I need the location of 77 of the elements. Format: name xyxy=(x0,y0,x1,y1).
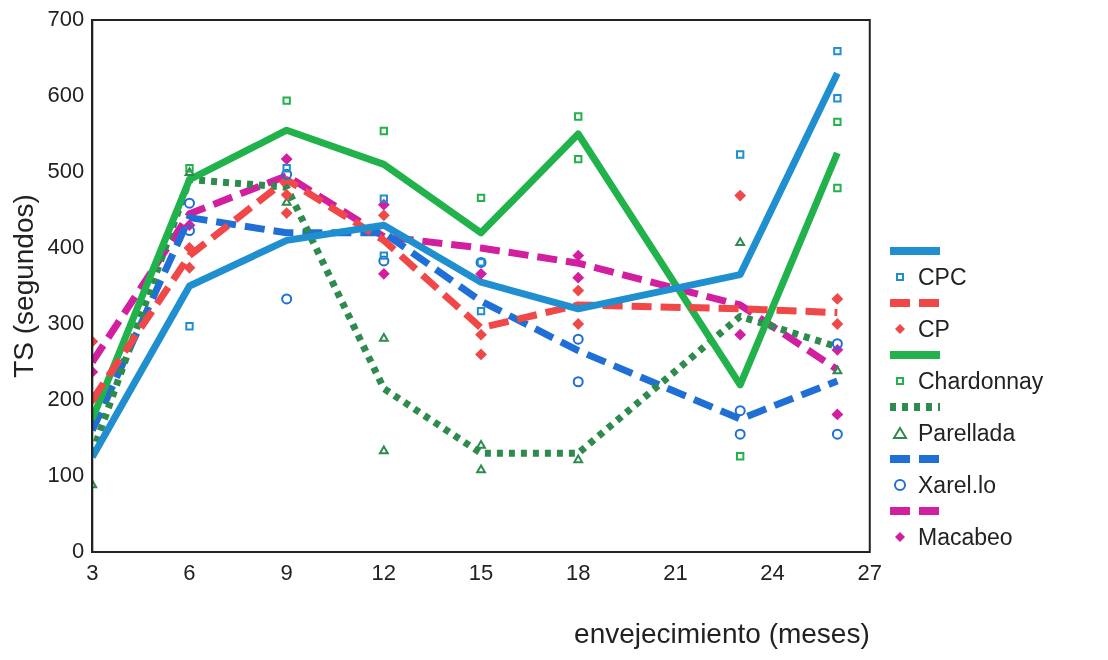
point xyxy=(572,318,584,330)
y-tick-label: 100 xyxy=(47,462,85,488)
x-tick-label: 3 xyxy=(86,560,99,586)
point xyxy=(831,318,843,330)
point xyxy=(572,333,584,345)
point xyxy=(573,454,584,464)
x-tick-label: 27 xyxy=(857,560,883,586)
point xyxy=(572,285,584,297)
point xyxy=(574,154,583,164)
point xyxy=(379,251,389,260)
point xyxy=(378,209,390,221)
x-tick-label: 24 xyxy=(760,560,785,586)
point xyxy=(572,272,584,284)
x-tick-label: 15 xyxy=(468,560,494,586)
point xyxy=(378,332,389,342)
legend-label: Xarel.lo xyxy=(918,471,996,499)
point xyxy=(734,190,746,202)
point xyxy=(831,338,843,350)
point xyxy=(735,237,746,246)
x-tick-label: 9 xyxy=(280,560,293,586)
point xyxy=(475,329,487,341)
point xyxy=(476,440,486,449)
point xyxy=(282,96,291,105)
x-tick-label: 12 xyxy=(371,560,397,586)
point xyxy=(736,452,745,461)
point xyxy=(475,268,487,280)
point xyxy=(378,268,390,280)
point xyxy=(183,197,195,209)
point xyxy=(734,428,746,440)
x-tick-label: 18 xyxy=(565,560,591,586)
point xyxy=(476,464,486,474)
y-tick-label: 300 xyxy=(47,310,85,336)
legend-label: Parellada xyxy=(918,419,1016,447)
point xyxy=(734,329,746,341)
x-axis-title: envejecimiento (meses) xyxy=(574,617,870,649)
point xyxy=(281,207,293,219)
point xyxy=(475,348,487,360)
point xyxy=(833,117,842,127)
point xyxy=(379,194,389,203)
y-tick-label: 400 xyxy=(47,234,85,260)
point xyxy=(831,293,843,305)
point xyxy=(185,322,194,331)
point xyxy=(183,262,195,274)
x-tick-label: 6 xyxy=(183,560,196,586)
x-tick-label: 21 xyxy=(663,560,688,586)
legend-label: CP xyxy=(918,315,950,343)
legend-label: Macabeo xyxy=(918,523,1013,551)
point xyxy=(281,189,293,201)
point xyxy=(379,126,389,136)
point xyxy=(378,445,389,455)
point xyxy=(831,408,843,420)
point xyxy=(833,183,842,193)
y-tick-label: 500 xyxy=(47,158,85,184)
y-tick-label: 700 xyxy=(47,6,85,32)
point xyxy=(574,112,583,121)
point xyxy=(734,405,746,417)
point xyxy=(281,293,293,305)
point xyxy=(476,193,486,203)
y-tick-label: 200 xyxy=(47,386,85,412)
point xyxy=(378,255,390,267)
point xyxy=(281,153,293,165)
y-tick-label: 0 xyxy=(72,538,85,564)
point xyxy=(572,376,584,388)
point xyxy=(184,167,195,177)
point xyxy=(282,164,291,173)
point xyxy=(183,242,195,254)
legend-label: CPC xyxy=(918,263,967,291)
point xyxy=(832,365,843,375)
point xyxy=(833,94,842,103)
point xyxy=(476,306,486,316)
point xyxy=(281,168,293,180)
y-tick-label: 600 xyxy=(47,82,85,108)
point xyxy=(831,428,843,440)
point xyxy=(736,150,745,159)
legend-label: Chardonnay xyxy=(918,367,1044,395)
point xyxy=(833,46,842,56)
y-axis-title: TS (segundos) xyxy=(7,194,39,378)
